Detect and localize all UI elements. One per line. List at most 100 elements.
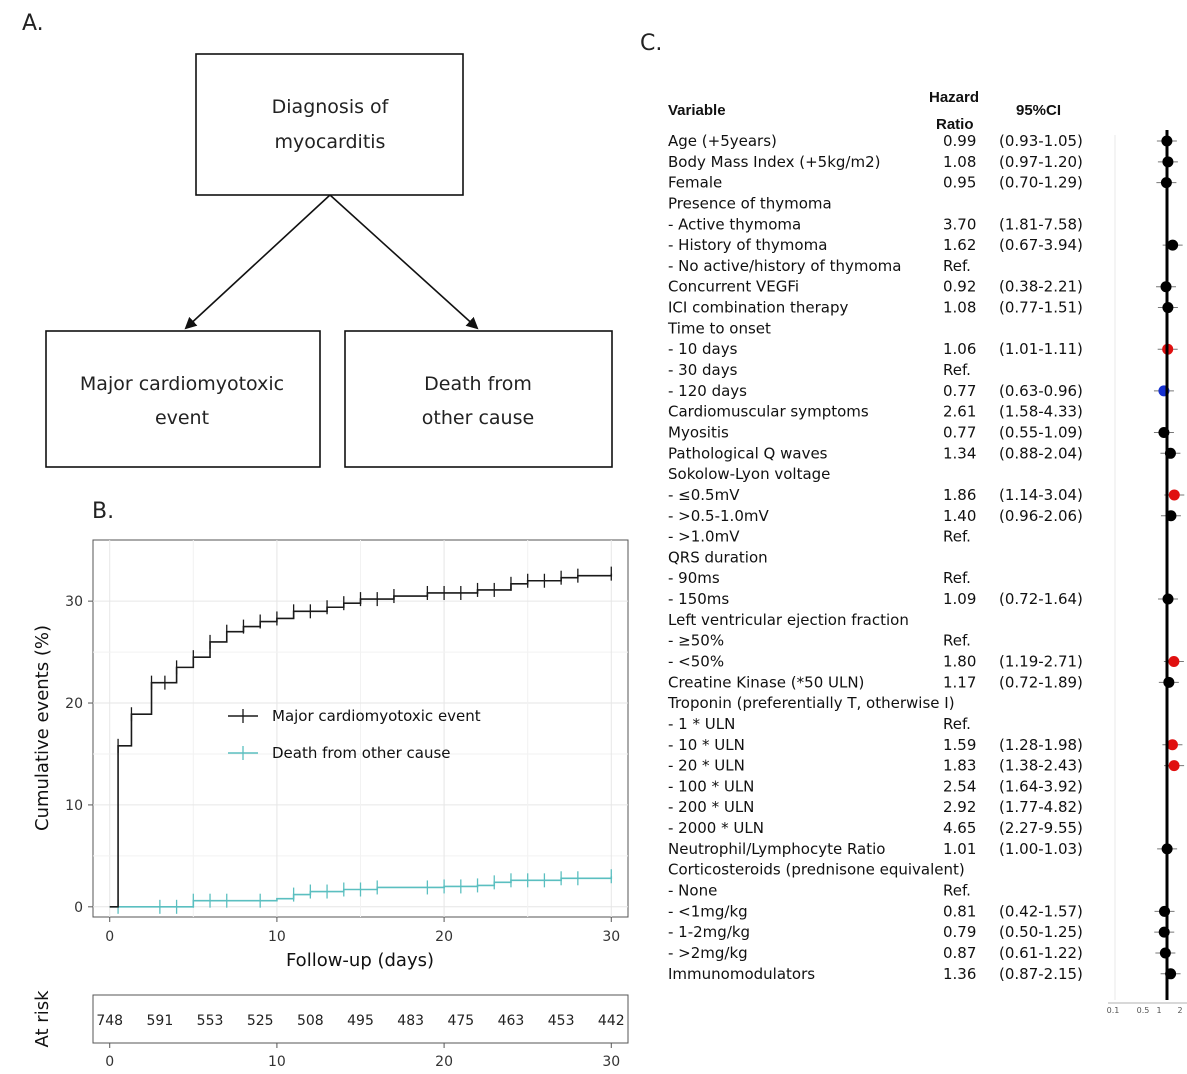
row-label: - >1.0mV — [668, 528, 740, 546]
row-label: - <50% — [668, 653, 724, 671]
death-line2: other cause — [422, 407, 534, 429]
forest-row: - 120 days 0.77 (0.63-0.96) — [668, 382, 1083, 400]
forest-tick-label: 1 — [1156, 1006, 1161, 1015]
row-label: Female — [668, 174, 722, 192]
diagnosis-line2: myocarditis — [275, 131, 386, 153]
major-event-box — [45, 330, 321, 468]
row-label: - 20 * ULN — [668, 757, 745, 775]
row-hazard-ratio: 1.36 — [943, 965, 976, 983]
row-ci: (1.77-4.82) — [999, 798, 1083, 816]
forest-row: - 100 * ULN 2.54 (1.64-3.92) — [668, 777, 1083, 795]
header-variable: Variable — [668, 102, 726, 119]
row-ci: (1.28-1.98) — [999, 736, 1083, 754]
row-ci: (1.14-3.04) — [999, 486, 1083, 504]
row-label: Age (+5years) — [668, 132, 777, 150]
row-ci: (1.38-2.43) — [999, 757, 1083, 775]
row-label: - >2mg/kg — [668, 944, 748, 962]
header-hazard: Hazard — [929, 89, 979, 106]
forest-row: Concurrent VEGFi 0.92 (0.38-2.21) — [668, 278, 1083, 296]
forest-plot: 0.1 0.5 1 2 — [1107, 130, 1187, 1015]
row-label: - >0.5-1.0mV — [668, 507, 769, 525]
y-tick-label: 0 — [74, 900, 83, 916]
row-label: Myositis — [668, 423, 729, 441]
row-hazard-ratio: 1.83 — [943, 757, 976, 775]
forest-tick-label: 2 — [1177, 1006, 1182, 1015]
legend-major-label: Major cardiomyotoxic event — [272, 707, 481, 725]
row-label: - 100 * ULN — [668, 777, 754, 795]
forest-row: - >0.5-1.0mV 1.40 (0.96-2.06) — [668, 507, 1083, 525]
row-ci: (0.42-1.57) — [999, 902, 1083, 920]
series-layer — [109, 566, 613, 914]
forest-row: Creatine Kinase (*50 ULN) 1.17 (0.72-1.89) — [668, 673, 1083, 691]
hazard-ratio-point — [1168, 489, 1180, 501]
hazard-ratio-point — [1167, 239, 1179, 251]
row-hazard-ratio: 2.61 — [943, 403, 976, 421]
forest-row: - 200 * ULN 2.92 (1.77-4.82) — [668, 798, 1083, 816]
row-label: Presence of thymoma — [668, 194, 832, 212]
row-hazard-ratio: 1.08 — [943, 153, 976, 171]
forest-table-header: Variable Hazard Ratio 95%CI — [668, 89, 1061, 133]
at-risk-tick-label: 20 — [435, 1054, 453, 1070]
panel-b-label: B. — [92, 499, 114, 524]
death-line1: Death from — [424, 373, 532, 395]
hazard-ratio-point — [1166, 739, 1178, 751]
at-risk-value: 442 — [598, 1013, 625, 1029]
row-hazard-ratio: 1.80 — [943, 653, 976, 671]
at-risk-value: 483 — [397, 1013, 424, 1029]
diagnosis-line1: Diagnosis of — [272, 96, 390, 118]
row-ci: (0.96-2.06) — [999, 507, 1083, 525]
row-label: - 10 days — [668, 340, 738, 358]
row-ci: (0.63-0.96) — [999, 382, 1083, 400]
row-ci: (0.93-1.05) — [999, 132, 1083, 150]
row-ci: (0.55-1.09) — [999, 423, 1083, 441]
x-tick-label: 20 — [435, 929, 453, 945]
row-label: - 90ms — [668, 569, 720, 587]
row-label: QRS duration — [668, 548, 768, 566]
arrow-to-death — [329, 194, 479, 330]
forest-row: Neutrophil/Lymphocyte Ratio 1.01 (1.00-1.0… — [668, 840, 1083, 858]
row-ci: (0.61-1.22) — [999, 944, 1083, 962]
row-hazard-ratio: 0.77 — [943, 382, 976, 400]
row-hazard-ratio: 0.77 — [943, 423, 976, 441]
row-ci: (0.77-1.51) — [999, 299, 1083, 317]
diagnosis-box — [195, 53, 464, 196]
row-hazard-ratio: Ref. — [943, 882, 971, 900]
row-hazard-ratio: Ref. — [943, 361, 971, 379]
row-hazard-ratio: 4.65 — [943, 819, 976, 837]
forest-row: Cardiomuscular symptoms 2.61 (1.58-4.33) — [668, 403, 1083, 421]
major-event-line2: event — [155, 407, 209, 429]
forest-marks — [1153, 130, 1185, 1000]
row-ci: (0.70-1.29) — [999, 174, 1083, 192]
row-ci: (1.81-7.58) — [999, 215, 1083, 233]
forest-row: - 30 days Ref. — [668, 361, 971, 379]
forest-tick-label: 0.1 — [1107, 1006, 1120, 1015]
row-hazard-ratio: 0.81 — [943, 902, 976, 920]
forest-row: - ≥50% Ref. — [668, 632, 971, 650]
at-risk-tick-label: 10 — [268, 1054, 286, 1070]
row-hazard-ratio: 1.40 — [943, 507, 976, 525]
row-label: - None — [668, 882, 717, 900]
at-risk-value: 495 — [347, 1013, 374, 1029]
row-hazard-ratio: 1.59 — [943, 736, 976, 754]
row-label: - 150ms — [668, 590, 729, 608]
row-ci: (1.19-2.71) — [999, 653, 1083, 671]
forest-row: - None Ref. — [668, 882, 971, 900]
x-axis-title: Follow-up (days) — [286, 950, 434, 971]
forest-row: - History of thymoma 1.62 (0.67-3.94) — [668, 236, 1083, 254]
forest-row: - 90ms Ref. — [668, 569, 971, 587]
forest-row: Sokolow-Lyon voltage — [668, 465, 830, 483]
row-label: - 10 * ULN — [668, 736, 745, 754]
row-hazard-ratio: Ref. — [943, 715, 971, 733]
panel-a-label: A. — [22, 11, 44, 36]
at-risk-ticks: 0 10 20 30 — [105, 1043, 620, 1070]
row-label: ICI combination therapy — [668, 299, 849, 317]
row-label: - ≤0.5mV — [668, 486, 740, 504]
header-ci: 95%CI — [1016, 102, 1061, 119]
forest-row: - 2000 * ULN 4.65 (2.27-9.55) — [668, 819, 1083, 837]
hazard-ratio-point — [1168, 760, 1180, 772]
row-ci: (1.01-1.11) — [999, 340, 1083, 358]
y-tick-label: 30 — [65, 594, 83, 610]
at-risk-tick-label: 0 — [105, 1054, 114, 1070]
row-label: - 1 * ULN — [668, 715, 735, 733]
major-event-line1: Major cardiomyotoxic — [80, 373, 284, 395]
